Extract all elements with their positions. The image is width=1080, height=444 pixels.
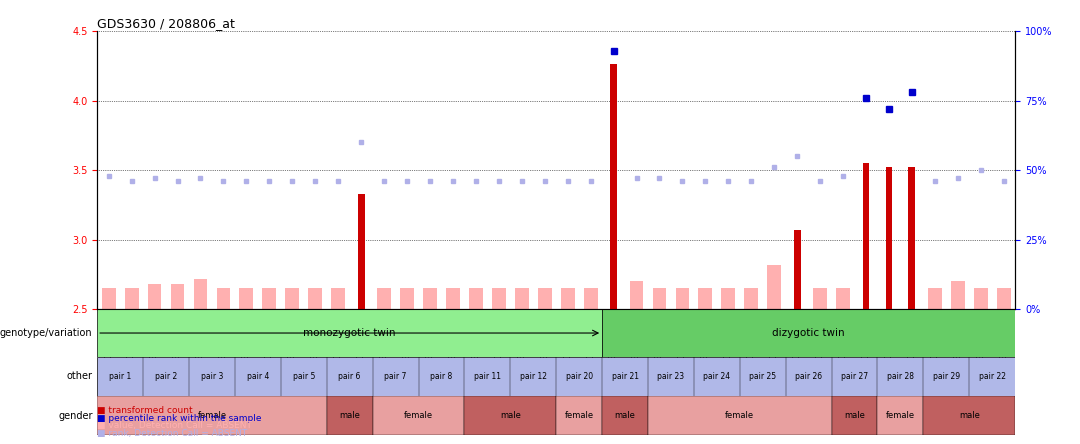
Text: male: male bbox=[339, 411, 360, 420]
Text: pair 5: pair 5 bbox=[293, 372, 315, 381]
Text: pair 29: pair 29 bbox=[933, 372, 960, 381]
Bar bbox=[240, 288, 253, 309]
Bar bbox=[603, 309, 1015, 357]
Text: female: female bbox=[198, 411, 227, 420]
Bar bbox=[216, 288, 230, 309]
Text: gender: gender bbox=[58, 411, 93, 420]
Bar bbox=[767, 265, 781, 309]
Bar bbox=[676, 288, 689, 309]
Bar bbox=[326, 396, 373, 435]
Bar bbox=[699, 288, 712, 309]
Text: male: male bbox=[959, 411, 980, 420]
Text: pair 8: pair 8 bbox=[430, 372, 453, 381]
Bar bbox=[332, 288, 345, 309]
Bar bbox=[832, 396, 877, 435]
Text: pair 23: pair 23 bbox=[658, 372, 685, 381]
Bar bbox=[377, 288, 391, 309]
Bar bbox=[950, 281, 964, 309]
Bar bbox=[285, 288, 299, 309]
Bar bbox=[193, 278, 207, 309]
Bar bbox=[908, 167, 916, 309]
Bar bbox=[974, 288, 987, 309]
Bar bbox=[794, 230, 800, 309]
Text: female: female bbox=[565, 411, 594, 420]
Text: male: male bbox=[615, 411, 635, 420]
Text: pair 24: pair 24 bbox=[703, 372, 730, 381]
Bar bbox=[469, 288, 483, 309]
Text: pair 3: pair 3 bbox=[201, 372, 224, 381]
Text: pair 27: pair 27 bbox=[841, 372, 868, 381]
Text: ■ rank, Detection Call = ABSENT: ■ rank, Detection Call = ABSENT bbox=[97, 429, 247, 438]
Bar bbox=[877, 396, 923, 435]
Bar bbox=[583, 288, 597, 309]
Text: pair 25: pair 25 bbox=[750, 372, 777, 381]
Bar bbox=[923, 396, 1015, 435]
Bar bbox=[997, 288, 1011, 309]
Text: male: male bbox=[500, 411, 521, 420]
Bar bbox=[357, 194, 365, 309]
Text: GDS3630 / 208806_at: GDS3630 / 208806_at bbox=[97, 17, 235, 30]
Bar bbox=[863, 163, 869, 309]
Bar bbox=[603, 396, 648, 435]
Text: pair 21: pair 21 bbox=[611, 372, 638, 381]
Text: male: male bbox=[845, 411, 865, 420]
Text: pair 12: pair 12 bbox=[519, 372, 546, 381]
Bar bbox=[928, 288, 942, 309]
Text: ■ transformed count: ■ transformed count bbox=[97, 406, 193, 415]
Text: ■ percentile rank within the sample: ■ percentile rank within the sample bbox=[97, 414, 261, 423]
Bar bbox=[556, 396, 602, 435]
Text: pair 28: pair 28 bbox=[887, 372, 914, 381]
Bar bbox=[373, 396, 464, 435]
Bar bbox=[97, 396, 326, 435]
Bar bbox=[648, 396, 832, 435]
Bar bbox=[886, 167, 892, 309]
Bar bbox=[97, 309, 603, 357]
Text: pair 26: pair 26 bbox=[795, 372, 822, 381]
Bar bbox=[721, 288, 735, 309]
Text: female: female bbox=[886, 411, 915, 420]
Bar bbox=[446, 288, 460, 309]
Bar bbox=[515, 288, 529, 309]
Bar bbox=[148, 284, 162, 309]
Text: pair 4: pair 4 bbox=[246, 372, 269, 381]
Text: other: other bbox=[67, 372, 93, 381]
Text: ■ value, Detection Call = ABSENT: ■ value, Detection Call = ABSENT bbox=[97, 421, 252, 430]
Bar bbox=[262, 288, 276, 309]
Text: pair 6: pair 6 bbox=[338, 372, 361, 381]
Text: pair 1: pair 1 bbox=[109, 372, 132, 381]
Bar bbox=[400, 288, 414, 309]
Bar bbox=[492, 288, 505, 309]
Text: dizygotic twin: dizygotic twin bbox=[772, 328, 845, 338]
Text: pair 2: pair 2 bbox=[154, 372, 177, 381]
Text: pair 11: pair 11 bbox=[474, 372, 501, 381]
Bar bbox=[610, 64, 617, 309]
Bar bbox=[171, 284, 185, 309]
Bar bbox=[652, 288, 666, 309]
Bar bbox=[561, 288, 575, 309]
Bar bbox=[813, 288, 827, 309]
Text: pair 7: pair 7 bbox=[384, 372, 407, 381]
Bar bbox=[102, 288, 116, 309]
Text: female: female bbox=[404, 411, 433, 420]
Bar bbox=[538, 288, 552, 309]
Bar bbox=[125, 288, 138, 309]
Bar bbox=[464, 396, 556, 435]
Bar bbox=[309, 288, 322, 309]
Bar bbox=[744, 288, 758, 309]
Text: monozygotic twin: monozygotic twin bbox=[303, 328, 396, 338]
Text: genotype/variation: genotype/variation bbox=[0, 328, 93, 338]
Bar bbox=[836, 288, 850, 309]
Text: pair 20: pair 20 bbox=[566, 372, 593, 381]
Bar bbox=[423, 288, 436, 309]
Bar bbox=[630, 281, 644, 309]
Text: female: female bbox=[726, 411, 754, 420]
Text: pair 22: pair 22 bbox=[978, 372, 1005, 381]
